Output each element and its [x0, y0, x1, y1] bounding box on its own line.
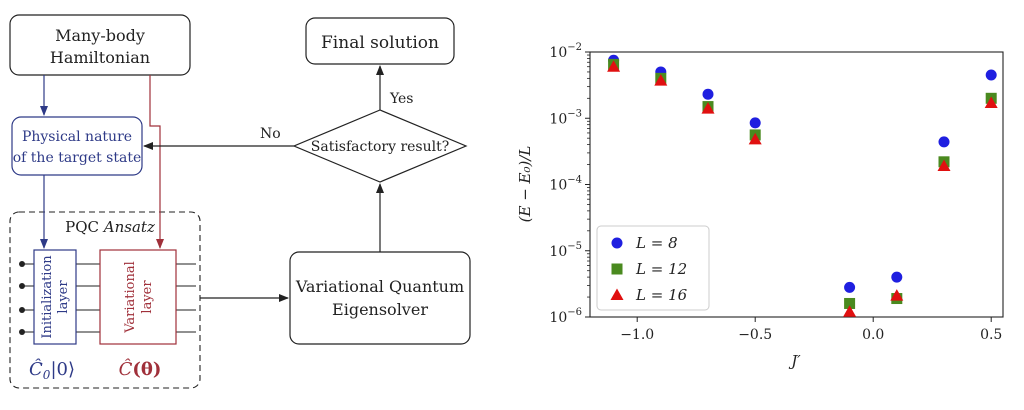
x-tick-label: 0.0 [862, 327, 884, 343]
vqe-box [289, 251, 471, 345]
yes-label: Yes [389, 91, 414, 107]
legend-marker [610, 288, 624, 300]
data-point [844, 281, 856, 293]
y-tick-label: 10−5 [549, 241, 582, 260]
final-solution-box [305, 17, 455, 65]
chart: −1.0 −0.5 0.0 0.5 10−6 10−5 10−4 10−3 10−2 J′ (… [516, 42, 1004, 370]
legend-label: L = 16 [635, 286, 688, 304]
decision-label: Satisfactory result? [311, 139, 450, 155]
vqe-label-line2: Eigensolver [332, 300, 428, 319]
y-tick-label: 10−6 [549, 307, 582, 326]
data-point [748, 132, 762, 145]
data-point [984, 96, 998, 108]
flowchart: Many-body Hamiltonian Final solution Phy… [9, 14, 471, 389]
legend: L = 8 L = 12 L = 16 [596, 225, 710, 311]
physical-nature-box [11, 116, 143, 176]
x-axis-ticks: −1.0 −0.5 0.0 0.5 [620, 317, 1002, 343]
initialization-layer-line1: Initialization [40, 255, 55, 339]
x-axis-label: J′ [788, 352, 801, 370]
arrow-hamiltonian-to-variational [149, 75, 164, 249]
data-point [843, 305, 857, 317]
y-tick-label: 10−3 [549, 108, 582, 127]
variational-layer-line1: Variational [123, 261, 138, 334]
physical-nature-line2: of the target state [13, 150, 142, 166]
physical-nature-line1: Physical nature [22, 129, 132, 145]
initialization-layer-line2: layer [56, 280, 71, 314]
chart-points [607, 54, 998, 317]
c0-ket-label: Ĉ0|0⟩ [29, 357, 75, 382]
pqc-container [9, 211, 201, 389]
legend-marker [611, 263, 623, 275]
y-tick-label: 10−2 [549, 42, 582, 61]
legend-label: L = 12 [635, 260, 687, 278]
data-point [749, 117, 761, 129]
no-label: No [260, 126, 281, 142]
x-tick-label: −1.0 [620, 327, 654, 343]
y-tick-label: 10−4 [549, 175, 582, 194]
hamiltonian-label-line1: Many-body [55, 26, 145, 45]
legend-box [596, 225, 710, 311]
hamiltonian-box [9, 14, 191, 76]
series-1 [608, 54, 997, 293]
hamiltonian-label-line2: Hamiltonian [50, 48, 150, 67]
legend-marker [611, 237, 623, 249]
variational-layer-line2: layer [140, 280, 155, 314]
data-point [985, 69, 997, 81]
data-point [891, 271, 903, 283]
qubit-dots [19, 261, 25, 335]
data-point [607, 60, 621, 72]
data-point [702, 88, 714, 100]
initialization-layer [33, 249, 77, 345]
data-point [701, 102, 715, 114]
data-point [654, 74, 668, 86]
data-point [937, 159, 951, 172]
series-3 [607, 60, 998, 317]
pqc-title: PQC Ansatz [65, 218, 155, 236]
vqe-label-line1: Variational Quantum [295, 277, 464, 296]
variational-layer [99, 249, 177, 345]
c-theta-label: Ĉ(θ) [119, 357, 162, 380]
data-point [890, 289, 904, 301]
legend-label: L = 8 [635, 234, 678, 252]
data-point [844, 297, 856, 309]
x-tick-label: 0.5 [980, 327, 1002, 343]
data-point [938, 136, 950, 148]
decision-diamond [292, 109, 468, 183]
y-axis-label: (E − E₀)/L [516, 146, 534, 223]
x-tick-label: −0.5 [738, 327, 772, 343]
y-axis-ticks: 10−6 10−5 10−4 10−3 10−2 [549, 42, 590, 326]
final-solution-label: Final solution [321, 33, 439, 53]
